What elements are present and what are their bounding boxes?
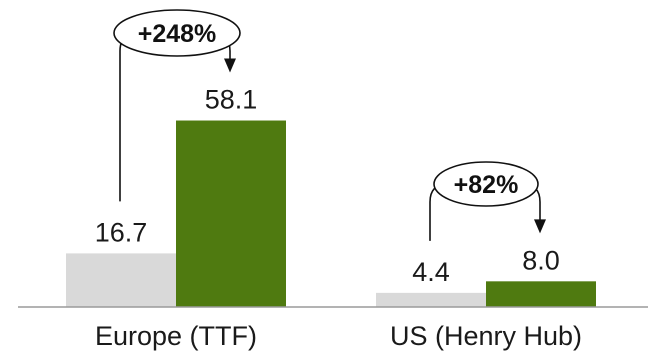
change-arrows-layer [113,9,546,241]
change-badge-us [433,161,539,207]
bar-europe-second [176,120,286,308]
value-label-us-second: 8.0 [522,245,560,275]
bar-us-second [486,281,596,307]
category-label-us: US (Henry Hub) [390,321,582,351]
change-badge-europe [113,9,241,57]
value-label-europe-first: 16.7 [95,217,148,247]
change-label-europe: +248% [138,20,217,48]
bar-europe-first [66,253,176,307]
arrowhead-europe [224,58,236,73]
labels-layer: 16.7 58.1 Europe (TTF) +248% 4.4 8.0 US (Henry… [95,20,582,351]
bar-us-first [376,292,486,307]
value-label-europe-second: 58.1 [205,85,258,115]
arrowhead-us [534,219,546,234]
value-label-us-first: 4.4 [412,257,450,287]
bars-layer [66,120,596,308]
change-label-us: +82% [454,171,519,199]
category-label-europe: Europe (TTF) [95,321,257,351]
